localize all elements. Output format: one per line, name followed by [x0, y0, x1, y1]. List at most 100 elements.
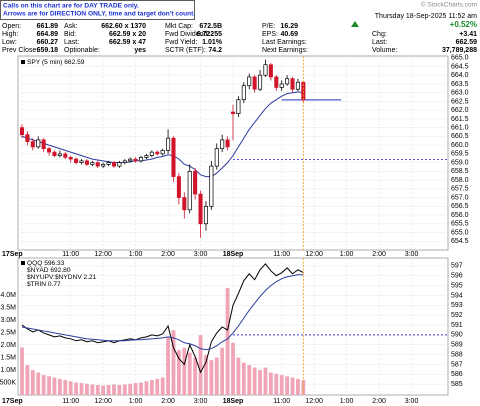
- x-tick-label: 1:00: [340, 398, 354, 405]
- quote-label: P/E:: [262, 23, 275, 30]
- volume-bar: [247, 365, 252, 395]
- volume-bar: [47, 376, 51, 395]
- candle-body: [63, 153, 68, 158]
- candle-body: [241, 85, 246, 101]
- y-tick-label: 655.0: [451, 229, 469, 236]
- volume-bar: [296, 378, 300, 395]
- quote-label: High:: [2, 31, 18, 38]
- quote-label: Open:: [2, 23, 21, 30]
- volume-bar: [20, 347, 24, 395]
- quote-value: 662.59 x 47: [109, 39, 146, 46]
- volume-bar: [149, 380, 154, 395]
- volume-bar: [25, 365, 30, 395]
- y-tick-label: 3.0M: [0, 317, 16, 324]
- volume-bar: [220, 347, 225, 395]
- summary-value: 662.59: [456, 39, 478, 46]
- volume-bar: [112, 384, 116, 395]
- summary-label: Volume:: [372, 47, 397, 54]
- quote-label: Mkt Cap:: [165, 23, 193, 30]
- y-tick-label: 660.5: [451, 133, 469, 140]
- quote-label: Last Earnings:: [262, 39, 307, 46]
- volume-bar: [85, 383, 89, 395]
- x-tick-label: 17Sep: [2, 398, 23, 405]
- y-tick-label: 1.0M: [0, 367, 16, 374]
- y-tick-label: 2.0M: [0, 342, 16, 349]
- volume-bar: [258, 370, 262, 395]
- y-tick-label: 596: [451, 273, 463, 280]
- candle-body: [68, 157, 73, 160]
- volume-bar: [74, 382, 78, 395]
- x-tick-label: 11:00: [273, 398, 290, 405]
- y-tick-label: 660.0: [451, 142, 469, 149]
- volume-bar: [236, 357, 241, 395]
- quote-value: 660.27: [37, 39, 59, 46]
- x-tick-label: 1:00: [129, 251, 143, 258]
- quote-value: 40.69: [280, 31, 298, 38]
- indicator-legend: $NYUPV:$NYDNV 2.21: [27, 274, 97, 281]
- quote-label: Prev Close:: [2, 47, 38, 54]
- summary-label: Chg:: [372, 31, 387, 38]
- legend-swatch: [21, 261, 25, 265]
- volume-bar: [252, 367, 257, 395]
- quote-label: Low:: [2, 39, 17, 46]
- y-tick-label: 654.5: [451, 238, 469, 245]
- quote-label: EPS:: [262, 31, 278, 38]
- x-tick-label: 12:00: [94, 398, 112, 405]
- volume-bar: [187, 352, 192, 395]
- y-tick-label: 595: [451, 282, 463, 289]
- y-tick-label: 500K: [0, 379, 16, 386]
- candle-body: [144, 155, 149, 158]
- volume-bar: [122, 384, 127, 395]
- y-tick-label: 594: [451, 292, 463, 299]
- indicator-legend: $NYAD 692.80: [27, 267, 71, 274]
- notice-box: [0, 0, 195, 20]
- volume-bar: [193, 357, 198, 395]
- candle-body: [57, 153, 62, 156]
- candle-body: [290, 78, 295, 90]
- candle-body: [279, 83, 284, 88]
- volume-bar: [144, 381, 149, 395]
- x-tick-label: 2:00: [161, 251, 175, 258]
- y-tick-label: 665.0: [451, 55, 469, 62]
- x-tick-label: 3:00: [194, 251, 208, 258]
- quote-label: Next Earnings:: [262, 47, 308, 54]
- indicator-legend: $TRIN 0.77: [27, 281, 61, 288]
- up-arrow-icon: [351, 21, 359, 27]
- quote-value: 664.89: [37, 31, 59, 38]
- candle-body: [166, 137, 171, 151]
- legend-swatch: [21, 60, 25, 64]
- x-tick-label: 12:00: [305, 251, 323, 258]
- candle-body: [198, 193, 203, 225]
- y-tick-label: 656.5: [451, 203, 469, 210]
- y-tick-label: 597: [451, 263, 463, 270]
- x-tick-label: 1:00: [129, 398, 143, 405]
- quote-label: Fwd Dividend:: [165, 31, 209, 38]
- y-tick-label: 661.0: [451, 125, 469, 132]
- y-tick-label: 3.5M: [0, 305, 16, 312]
- moving-average-line: [21, 91, 304, 178]
- volume-bar: [171, 330, 176, 395]
- candle-body: [30, 141, 35, 148]
- y-tick-label: 589: [451, 342, 463, 349]
- brand: © StockCharts.com: [421, 1, 477, 9]
- volume-bar: [209, 360, 214, 395]
- quote-value: 1.01%: [202, 39, 223, 46]
- x-tick-label: 1:00: [340, 251, 354, 258]
- notice-line: Arrows are for DIRECTION ONLY, time and …: [3, 10, 195, 17]
- candle-body: [171, 137, 176, 177]
- volume-bar: [263, 367, 268, 395]
- quote-value: 659.18: [37, 47, 59, 54]
- y-tick-label: 4.0M: [0, 292, 16, 299]
- quote-value: 672.5B: [199, 23, 222, 30]
- candle-body: [193, 171, 198, 195]
- candle-body: [160, 150, 165, 155]
- candle-body: [25, 134, 30, 142]
- volume-bar: [139, 382, 143, 395]
- candle-body: [74, 158, 79, 163]
- candle-body: [182, 197, 187, 211]
- volume-bar: [285, 376, 289, 395]
- y-tick-label: 591: [451, 322, 463, 329]
- candle-body: [258, 74, 263, 90]
- y-tick-label: 1.5M: [0, 354, 16, 361]
